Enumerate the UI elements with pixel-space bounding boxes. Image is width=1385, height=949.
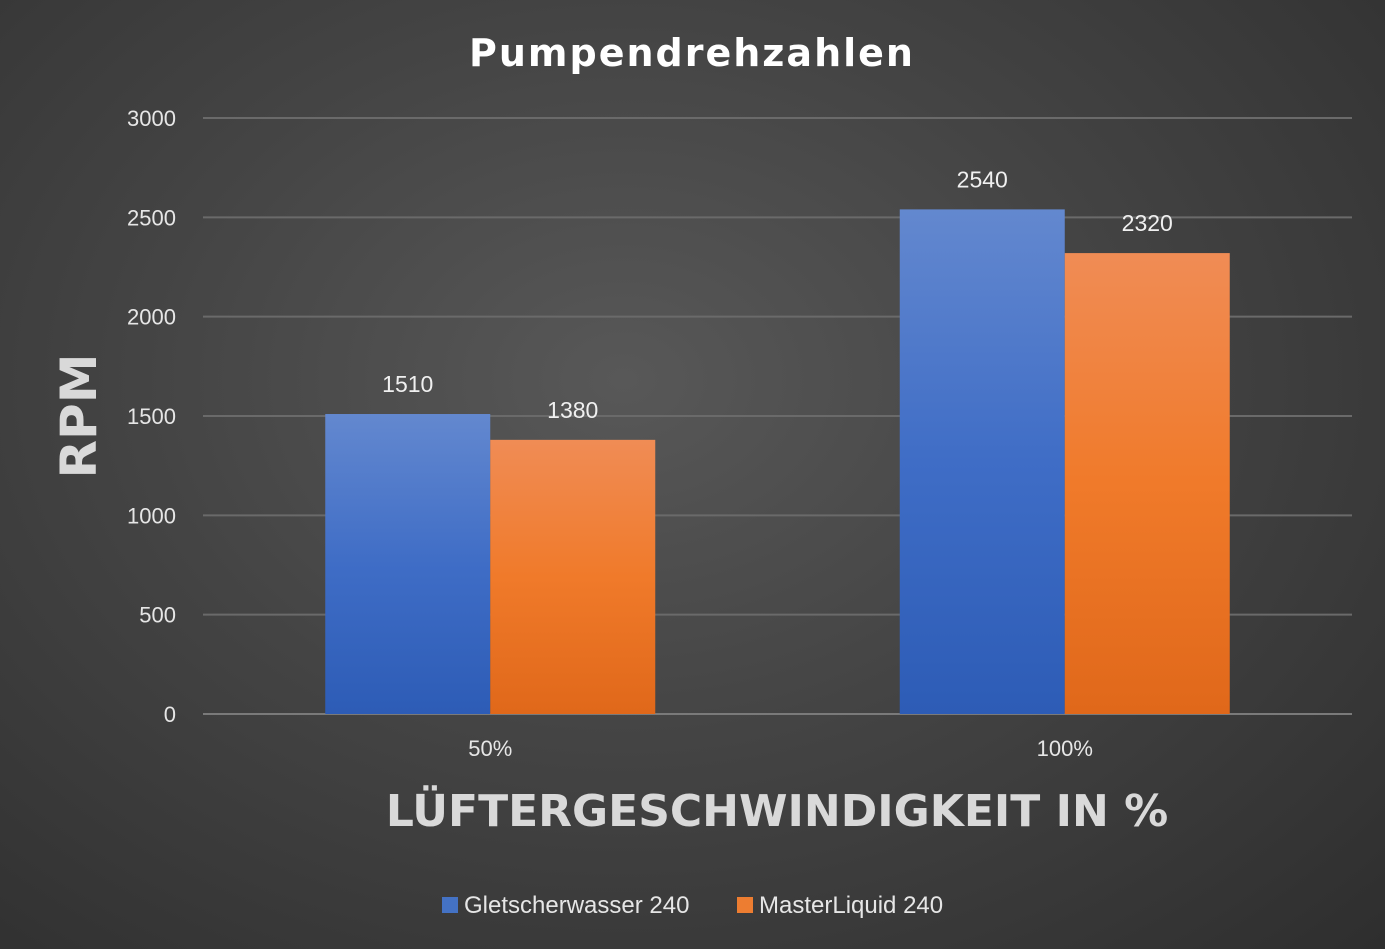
y-tick-label: 2000 (127, 305, 176, 330)
data-label: 2540 (957, 166, 1008, 192)
data-label: 1380 (547, 397, 598, 423)
y-tick-label: 1000 (127, 503, 176, 528)
data-label: 1510 (382, 371, 433, 397)
data-label: 2320 (1122, 210, 1173, 236)
bar-100pct-series-0 (899, 209, 1065, 715)
y-tick-label: 2500 (127, 205, 176, 230)
data-labels: 1510 1380 2540 2320 (382, 166, 1173, 422)
legend-swatch (737, 897, 753, 913)
legend: Gletscherwasser 240 MasterLiquid 240 (442, 892, 943, 919)
y-axis-label: RPM (50, 354, 108, 479)
bar-50pct-series-1 (490, 439, 656, 714)
legend-swatch (442, 897, 458, 913)
bar-50pct-series-0 (325, 414, 491, 714)
y-tick-label: 500 (139, 603, 176, 628)
y-tick-label: 3000 (127, 106, 176, 131)
bars (325, 209, 1230, 715)
x-tick-label: 50% (468, 736, 512, 761)
y-axis-ticks: 0 500 1000 1500 2000 2500 3000 (127, 106, 176, 727)
chart-title: Pumpendrehzahlen (469, 31, 915, 75)
x-axis-ticks: 50% 100% (468, 736, 1093, 761)
y-tick-label: 1500 (127, 404, 176, 429)
bar-100pct-series-1 (1064, 253, 1230, 715)
x-axis-label: LÜFTERGESCHWINDIGKEIT IN % (386, 784, 1168, 837)
x-tick-label: 100% (1037, 736, 1093, 761)
legend-label: MasterLiquid 240 (759, 892, 943, 919)
legend-label: Gletscherwasser 240 (464, 892, 689, 919)
y-tick-label: 0 (164, 702, 176, 727)
